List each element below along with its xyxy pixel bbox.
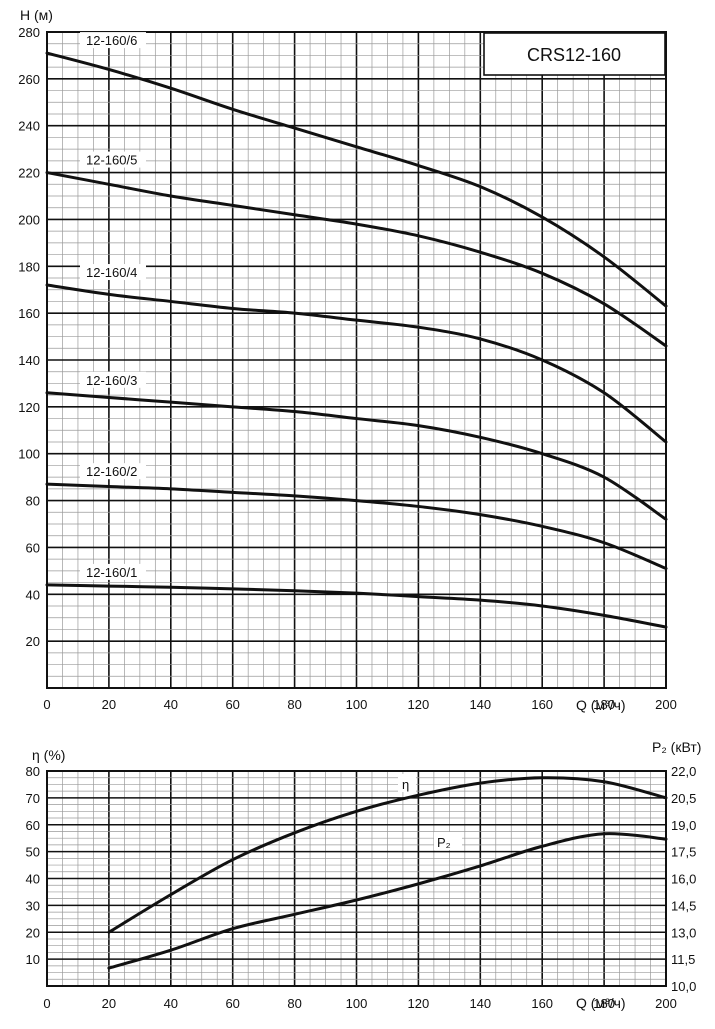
y-tick-label-right: 14,5 [671,898,696,913]
y-axis-title: H (м) [20,7,53,23]
y-tick-label-right: 11,5 [671,952,695,967]
x-tick-label: 100 [346,697,368,712]
y-tick-label-right: 13,0 [671,925,696,940]
x-tick-label: 120 [408,697,430,712]
x-tick-label: 40 [164,996,178,1011]
x-tick-label: 200 [655,697,677,712]
y-axis-title-right: P₂ (кВт) [652,739,701,755]
head-chart: CRS12-1602040608010012014016018020022024… [18,7,677,713]
x-tick-label: 0 [43,996,50,1011]
x-tick-label: 20 [102,697,116,712]
y-tick-label: 180 [18,259,40,274]
y-tick-label: 100 [18,447,40,462]
x-tick-label: 160 [531,996,553,1011]
x-tick-label: 160 [531,697,553,712]
y-tick-label: 260 [18,72,40,87]
y-tick-label: 200 [18,212,40,227]
y-tick-label: 220 [18,166,40,181]
curve-label: 12-160/3 [86,373,137,388]
x-tick-label: 140 [469,697,491,712]
y-tick-label-left: 40 [26,872,40,887]
y-tick-label-right: 22,0 [671,764,696,779]
x-tick-label: 140 [469,996,491,1011]
y-tick-label: 280 [18,25,40,40]
x-tick-label: 120 [408,996,430,1011]
y-tick-label-right: 20,5 [671,791,696,806]
y-tick-label: 20 [26,634,40,649]
y-tick-label-left: 10 [26,952,40,967]
x-axis-title: Q (м³/ч) [576,995,626,1011]
y-tick-label-left: 20 [26,925,40,940]
x-tick-label: 0 [43,697,50,712]
curve-label: 12-160/1 [86,565,137,580]
x-tick-label: 80 [287,996,301,1011]
y-tick-label-left: 70 [26,791,40,806]
x-tick-label: 40 [164,697,178,712]
x-tick-label: 20 [102,996,116,1011]
curve-label: 12-160/5 [86,153,137,168]
power-curve-label: P₂ [437,835,451,850]
y-tick-label-right: 19,0 [671,818,696,833]
y-axis-title-left: η (%) [32,747,65,763]
x-axis-title: Q (м³/ч) [576,697,626,713]
y-tick-label: 60 [26,540,40,555]
y-tick-label-right: 10,0 [671,979,696,994]
y-tick-label: 80 [26,494,40,509]
y-tick-label-left: 60 [26,818,40,833]
x-tick-label: 200 [655,996,677,1011]
curve-label: 12-160/2 [86,464,137,479]
y-tick-label: 160 [18,306,40,321]
x-tick-label: 60 [225,697,239,712]
x-tick-label: 100 [346,996,368,1011]
y-tick-label-right: 17,5 [671,845,696,860]
x-tick-label: 60 [225,996,239,1011]
y-tick-label: 240 [18,119,40,134]
chart-title: CRS12-160 [527,45,621,65]
curve-label: 12-160/4 [86,265,137,280]
curve-label: 12-160/6 [86,33,137,48]
y-tick-label: 120 [18,400,40,415]
x-tick-label: 80 [287,697,301,712]
y-tick-label-left: 30 [26,898,40,913]
y-tick-label-left: 80 [26,764,40,779]
eta-curve-label: η [402,777,409,792]
efficiency-power-chart: 10 20 30 40 50 60 70 80 10,0 11,5 13,0 14,5 16,0 17,5… [26,739,702,1011]
y-tick-label-right: 16,0 [671,872,696,887]
y-tick-label-left: 50 [26,845,40,860]
y-tick-label: 40 [26,587,40,602]
y-tick-label: 140 [18,353,40,368]
